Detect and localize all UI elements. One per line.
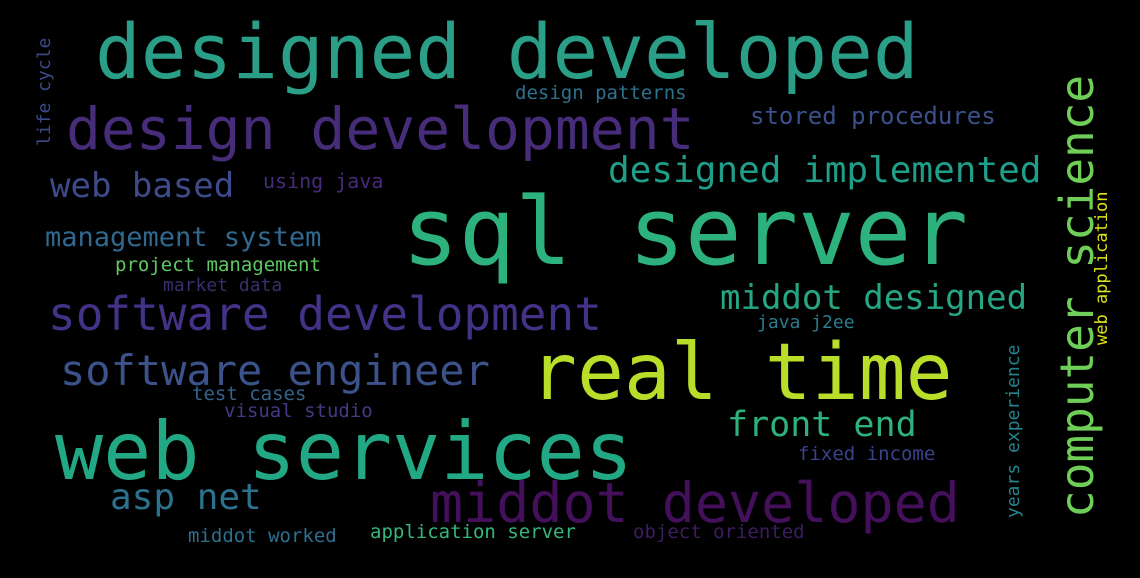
word-designed-developed: designed developed: [95, 7, 919, 96]
word-design-patterns: design patterns: [515, 82, 687, 104]
word-fixed-income: fixed income: [798, 443, 936, 465]
word-real-time: real time: [530, 328, 953, 418]
word-asp-net: asp net: [110, 477, 262, 518]
word-using-java: using java: [263, 169, 384, 193]
word-application-server: application server: [370, 521, 576, 543]
word-middot-developed: middot developed: [430, 471, 960, 535]
word-visual-studio: visual studio: [224, 400, 373, 422]
word-software-engineer: software engineer: [60, 346, 490, 395]
word-life-cycle: life cycle: [34, 37, 55, 146]
word-web-based: web based: [50, 166, 235, 206]
word-stored-procedures: stored procedures: [750, 102, 996, 130]
word-designed-implemented: designed implemented: [608, 150, 1042, 191]
word-sql-server: sql server: [402, 178, 968, 287]
word-front-end: front end: [727, 405, 917, 445]
word-test-cases: test cases: [192, 383, 307, 405]
word-web-application: web application: [1092, 191, 1112, 345]
word-project-management: project management: [115, 254, 321, 276]
word-years-experience: years experience: [1003, 344, 1024, 518]
word-object-oriented: object oriented: [633, 521, 805, 543]
word-web-services: web services: [55, 405, 633, 498]
word-design-development: design development: [66, 95, 695, 163]
word-market-data: market data: [163, 275, 283, 296]
word-management-system: management system: [45, 222, 322, 253]
word-middot-worked: middot worked: [188, 525, 337, 547]
word-middot-designed: middot designed: [720, 278, 1028, 318]
word-java-j2ee: java j2ee: [757, 312, 855, 333]
word-software-development: software development: [48, 287, 602, 341]
